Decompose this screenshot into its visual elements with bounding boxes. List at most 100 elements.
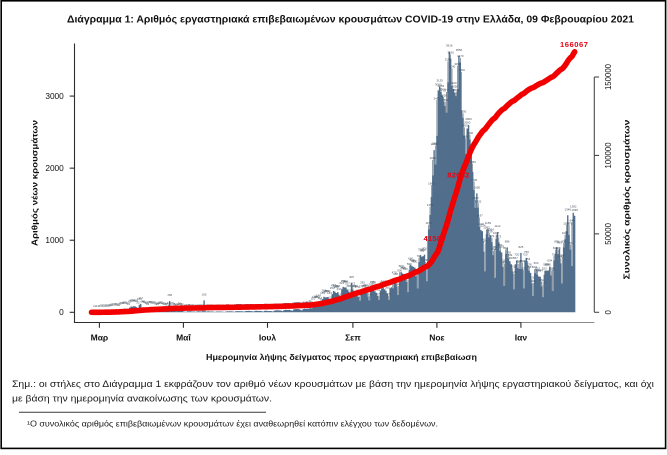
svg-text:2200: 2200 (463, 135, 470, 139)
svg-text:253: 253 (330, 286, 335, 290)
svg-text:240: 240 (396, 282, 401, 286)
svg-text:770: 770 (419, 249, 424, 253)
svg-text:613: 613 (516, 260, 521, 264)
svg-text:430: 430 (425, 235, 430, 239)
svg-text:Αριθμός νέων κρουσμάτων: Αριθμός νέων κρουσμάτων (30, 120, 40, 246)
svg-text:183: 183 (327, 291, 332, 295)
svg-text:23: 23 (165, 303, 169, 307)
svg-text:1092: 1092 (483, 226, 490, 230)
svg-text:60: 60 (149, 300, 153, 304)
svg-text:¹Ο συνολικός αριθμός επιβεβαιω: ¹Ο συνολικός αριθμός επιβεβαιωμένων κρου… (27, 420, 438, 429)
svg-text:680: 680 (558, 255, 563, 259)
svg-text:362: 362 (539, 278, 544, 282)
svg-text:620: 620 (412, 260, 417, 264)
svg-text:64: 64 (140, 300, 144, 304)
svg-text:1: 1 (96, 304, 98, 308)
svg-text:3056: 3056 (438, 84, 445, 88)
svg-text:1339: 1339 (571, 208, 578, 212)
svg-text:28: 28 (116, 302, 120, 306)
svg-text:32: 32 (176, 302, 180, 306)
svg-text:330: 330 (360, 281, 365, 285)
svg-text:49: 49 (157, 301, 161, 305)
svg-text:3080: 3080 (435, 82, 442, 86)
svg-text:634: 634 (547, 259, 552, 263)
svg-text:3050: 3050 (452, 84, 459, 88)
svg-text:450: 450 (393, 272, 398, 276)
svg-text:0: 0 (604, 309, 613, 314)
svg-text:15: 15 (186, 303, 190, 307)
svg-text:3000: 3000 (453, 88, 460, 92)
svg-text:216: 216 (322, 289, 327, 293)
svg-text:2862: 2862 (442, 98, 449, 102)
svg-text:50000: 50000 (604, 222, 613, 244)
svg-text:667: 667 (513, 256, 518, 260)
svg-text:829: 829 (499, 245, 504, 249)
svg-text:3100: 3100 (450, 81, 457, 85)
svg-text:543: 543 (532, 265, 537, 269)
svg-text:523: 523 (535, 267, 540, 271)
svg-text:2700: 2700 (460, 110, 467, 114)
svg-text:268: 268 (334, 285, 339, 289)
svg-text:84: 84 (132, 298, 136, 302)
svg-text:15: 15 (187, 303, 191, 307)
svg-text:1: 1 (97, 304, 99, 308)
svg-text:3000: 3000 (45, 91, 64, 101)
svg-text:56: 56 (158, 300, 162, 304)
svg-text:1124: 1124 (479, 223, 486, 227)
svg-text:3090: 3090 (454, 62, 461, 66)
svg-text:1017: 1017 (493, 231, 500, 235)
svg-text:117: 117 (138, 296, 143, 300)
svg-text:47: 47 (120, 301, 124, 305)
svg-text:33: 33 (146, 302, 150, 306)
svg-text:3616: 3616 (446, 44, 453, 48)
svg-text:353: 353 (341, 279, 346, 283)
svg-text:37: 37 (169, 302, 173, 306)
svg-text:1159: 1159 (485, 221, 492, 225)
svg-text:19: 19 (109, 303, 113, 307)
svg-text:344: 344 (344, 280, 349, 284)
svg-text:1346: 1346 (565, 207, 572, 211)
svg-text:302: 302 (368, 283, 373, 287)
svg-text:173: 173 (377, 292, 382, 296)
svg-text:470: 470 (392, 270, 397, 274)
svg-text:630: 630 (411, 259, 416, 263)
svg-text:Νοε: Νοε (429, 333, 444, 343)
svg-text:346: 346 (342, 279, 347, 283)
svg-text:3520: 3520 (447, 51, 454, 55)
svg-text:578: 578 (545, 263, 550, 267)
svg-text:91: 91 (320, 298, 324, 302)
svg-text:183: 183 (320, 291, 325, 295)
svg-text:604: 604 (534, 261, 539, 265)
svg-text:55: 55 (150, 300, 154, 304)
svg-text:156: 156 (167, 293, 172, 297)
svg-text:2928: 2928 (441, 93, 448, 97)
svg-text:34: 34 (127, 302, 131, 306)
svg-text:297: 297 (331, 283, 336, 287)
svg-text:2450: 2450 (434, 96, 441, 100)
svg-text:560: 560 (399, 264, 404, 268)
svg-text:578: 578 (527, 263, 532, 267)
svg-text:520: 520 (403, 267, 408, 271)
svg-text:114: 114 (317, 296, 322, 300)
svg-text:1075: 1075 (566, 221, 573, 225)
svg-text:129: 129 (312, 295, 317, 299)
svg-text:551: 551 (510, 265, 515, 269)
svg-text:5: 5 (99, 304, 101, 308)
svg-text:790: 790 (418, 247, 423, 251)
svg-text:812: 812 (503, 246, 508, 250)
svg-text:523: 523 (542, 267, 547, 271)
svg-text:2000: 2000 (45, 163, 64, 173)
svg-text:885: 885 (557, 241, 562, 245)
svg-text:12: 12 (103, 303, 107, 307)
svg-text:1382: 1382 (570, 205, 577, 209)
svg-text:500: 500 (397, 268, 402, 272)
svg-text:1: 1 (93, 304, 95, 308)
svg-text:972: 972 (496, 234, 501, 238)
svg-text:338: 338 (370, 280, 375, 284)
svg-text:1130: 1130 (563, 221, 570, 225)
svg-text:26: 26 (113, 302, 117, 306)
svg-text:1140: 1140 (478, 222, 485, 226)
svg-text:281: 281 (352, 284, 357, 288)
svg-text:110: 110 (311, 296, 316, 300)
svg-text:399: 399 (560, 253, 565, 257)
